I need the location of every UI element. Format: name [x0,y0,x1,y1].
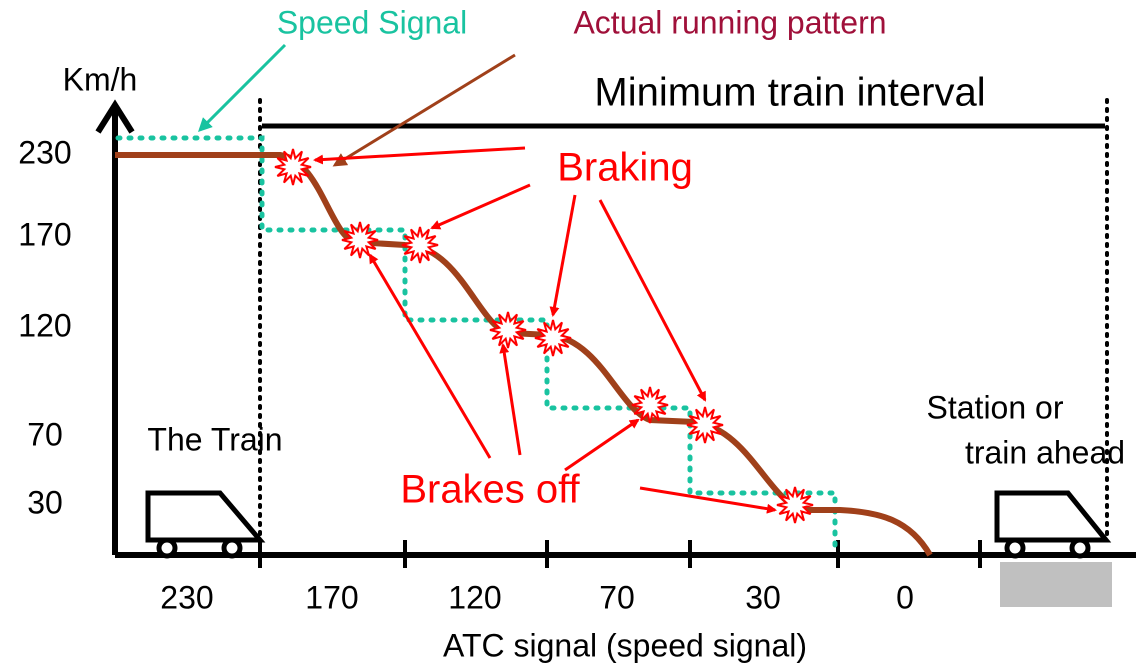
burst [274,148,312,186]
burst [534,319,572,357]
burst [489,311,527,349]
arrows [313,146,777,514]
burst [631,386,669,424]
speed-signal-label: Speed Signal [277,4,467,40]
pattern-label: Actual running pattern [573,4,886,40]
x-label: 0 [896,579,914,615]
x-title: ATC signal (speed signal) [443,627,807,663]
y-label: 70 [27,416,63,452]
train-label: The Train [147,421,282,457]
x-label: 70 [599,579,635,615]
burst [401,226,439,264]
y-label: 230 [18,134,71,170]
y-label: 170 [18,216,71,252]
brakes-off: Brakes off [400,468,580,512]
burst [341,221,379,259]
arrow [332,53,516,167]
braking: Braking [557,146,693,190]
station-label: Station or [927,389,1064,425]
arrow [198,43,287,132]
y-label: 30 [27,484,63,520]
x-label: 120 [448,579,501,615]
station-label: train ahead [965,434,1125,470]
burst [686,406,724,444]
x-label: 170 [305,579,358,615]
station-block [1000,562,1112,607]
y-arrow [95,99,135,134]
unit: Km/h [63,61,138,97]
interval-label: Minimum train interval [594,71,985,115]
burst [776,486,814,524]
x-label: 30 [745,579,781,615]
y-label: 120 [18,307,71,343]
x-label: 230 [160,579,213,615]
burst-group [274,148,814,524]
train-ahead [994,490,1112,559]
x-ticks [258,540,982,568]
train [145,490,266,559]
